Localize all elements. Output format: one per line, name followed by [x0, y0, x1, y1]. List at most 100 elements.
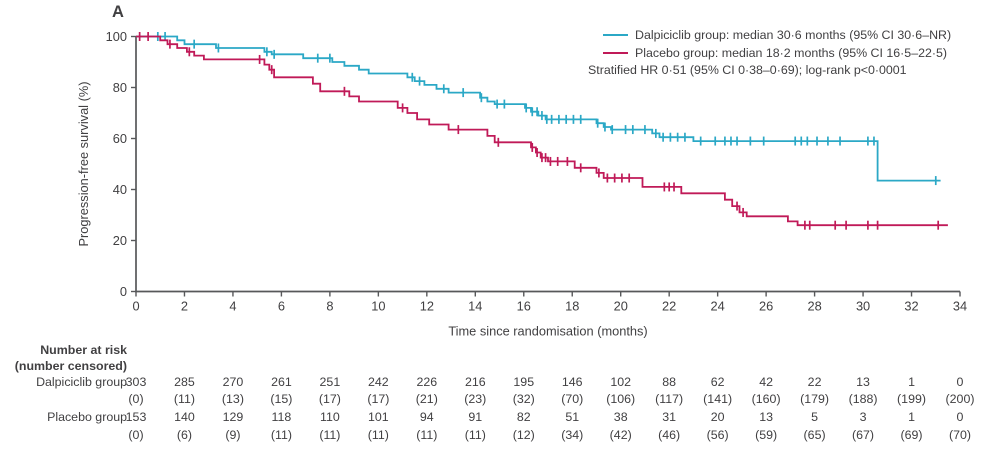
risk-censored-placebo-group: (11): [319, 428, 341, 442]
risk-count-dalpiciclib-group: 22: [807, 375, 822, 389]
legend-entry-placebo: Placebo group: median 18·2 months (95% C…: [603, 46, 947, 60]
km-plot: 0 2 4 6 8 10 12 14 16 18 20 22 24 26 28 30 32 34020406080…: [76, 29, 967, 339]
risk-count-placebo-group: 51: [565, 410, 580, 424]
risk-censored-placebo-group: (56): [706, 428, 729, 442]
risk-censored-placebo-group: (70): [948, 428, 972, 442]
risk-count-dalpiciclib-group: 216: [464, 375, 486, 389]
risk-censored-placebo-group: (12): [512, 428, 535, 442]
risk-censored-placebo-group: (65): [803, 428, 826, 442]
risk-count-placebo-group: 94: [419, 410, 434, 424]
risk-censored-dalpiciclib-group: (11): [173, 392, 196, 406]
risk-count-placebo-group: 110: [319, 410, 340, 424]
risk-count-dalpiciclib-group: 242: [368, 375, 389, 389]
risk-count-dalpiciclib-group: 88: [662, 375, 677, 389]
risk-censored-dalpiciclib-group: (17): [367, 392, 390, 406]
risk-count-dalpiciclib-group: 303: [125, 375, 147, 389]
risk-count-dalpiciclib-group: 270: [222, 375, 244, 389]
x-tick-label: 22: [662, 299, 676, 314]
risk-count-dalpiciclib-group: 13: [856, 375, 870, 389]
risk-censored-placebo-group: (11): [464, 428, 486, 442]
risk-censored-dalpiciclib-group: (200): [945, 392, 975, 406]
x-tick-label: 10: [371, 299, 385, 314]
x-tick-label: 12: [420, 299, 434, 314]
risk-count-dalpiciclib-group: 285: [174, 375, 195, 389]
y-tick-label: 80: [113, 80, 127, 95]
risk-censored-dalpiciclib-group: (70): [561, 392, 584, 406]
risk-count-dalpiciclib-group: 226: [416, 375, 438, 389]
risk-censored-placebo-group: (59): [755, 428, 778, 442]
risk-count-dalpiciclib-group: 62: [710, 375, 725, 389]
x-tick-label: 0: [132, 299, 139, 314]
risk-count-placebo-group: 129: [222, 410, 244, 424]
legend-entry-dalpiciclib: Dalpiciclib group: median 30·6 months (9…: [603, 28, 951, 42]
survival-curve-dalpiciclib-group: [136, 35, 941, 182]
x-tick-label: 4: [229, 299, 236, 314]
placebo-line-swatch-icon: [603, 51, 628, 54]
risk-count-placebo-group: 5: [811, 410, 819, 424]
x-tick-label: 24: [711, 299, 725, 314]
risk-count-placebo-group: 20: [710, 410, 725, 424]
risk-row-label-placebo: Placebo group: [47, 410, 127, 424]
risk-table-header-line1: Number at risk: [40, 343, 127, 357]
survival-curve-placebo-group: [136, 35, 948, 227]
risk-censored-dalpiciclib-group: (179): [800, 392, 830, 406]
risk-censored-dalpiciclib-group: (15): [270, 392, 293, 406]
risk-censored-dalpiciclib-group: (13): [221, 392, 244, 406]
y-tick-label: 0: [120, 284, 127, 299]
risk-count-placebo-group: 38: [613, 410, 628, 424]
x-tick-label: 30: [856, 299, 870, 314]
risk-count-placebo-group: 3: [859, 410, 867, 424]
x-tick-label: 20: [614, 299, 628, 314]
risk-censored-placebo-group: (46): [658, 428, 681, 442]
risk-censored-dalpiciclib-group: (106): [606, 392, 636, 406]
risk-censored-dalpiciclib-group: (32): [512, 392, 535, 406]
risk-count-placebo-group: 82: [516, 410, 531, 424]
risk-censored-placebo-group: (69): [900, 428, 923, 442]
x-tick-label: 6: [278, 299, 285, 314]
risk-censored-placebo-group: (42): [609, 428, 632, 442]
y-tick-label: 40: [113, 182, 127, 197]
risk-censored-dalpiciclib-group: (117): [655, 392, 684, 406]
risk-censored-placebo-group: (34): [561, 428, 584, 442]
y-tick-label: 100: [106, 29, 127, 44]
y-tick-label: 60: [113, 131, 127, 146]
risk-censored-dalpiciclib-group: (199): [897, 392, 926, 406]
risk-count-dalpiciclib-group: 146: [561, 375, 583, 389]
risk-censored-dalpiciclib-group: (141): [703, 392, 733, 406]
risk-censored-dalpiciclib-group: (23): [464, 392, 487, 406]
risk-censored-placebo-group: (67): [852, 428, 875, 442]
risk-count-dalpiciclib-group: 1: [908, 375, 915, 389]
legend-note: Stratified HR 0·51 (95% CI 0·38–0·69); l…: [588, 63, 907, 77]
risk-censored-placebo-group: (11): [270, 428, 292, 442]
panel-label: A: [112, 3, 124, 21]
risk-count-placebo-group: 140: [174, 410, 195, 424]
risk-censored-placebo-group: (11): [416, 428, 438, 442]
risk-count-placebo-group: 91: [468, 410, 483, 424]
risk-row-label-dalpiciclib: Dalpiciclib group: [36, 375, 127, 389]
risk-count-placebo-group: 101: [368, 410, 389, 424]
x-axis-title: Time since randomisation (months): [448, 324, 647, 339]
risk-count-placebo-group: 1: [908, 410, 915, 424]
x-tick-label: 2: [181, 299, 188, 314]
legend-entry-label: Placebo group: median 18·2 months (95% C…: [635, 45, 948, 60]
risk-censored-placebo-group: (6): [176, 428, 193, 442]
risk-count-placebo-group: 153: [125, 410, 147, 424]
risk-table-header-line2: (number censored): [14, 359, 127, 373]
hr-logrank-note: Stratified HR 0·51 (95% CI 0·38–0·69); l…: [588, 63, 907, 77]
risk-count-placebo-group: 13: [759, 410, 773, 424]
y-axis-title: Progression-free survival (%): [76, 82, 91, 247]
risk-censored-placebo-group: (0): [128, 428, 144, 442]
risk-censored-dalpiciclib-group: (188): [848, 392, 878, 406]
dalpiciclib-line-swatch-icon: [603, 34, 628, 36]
y-tick-label: 20: [113, 233, 127, 248]
risk-count-dalpiciclib-group: 251: [319, 375, 341, 389]
risk-count-placebo-group: 0: [956, 410, 964, 424]
risk-count-dalpiciclib-group: 261: [271, 375, 292, 389]
risk-censored-dalpiciclib-group: (17): [318, 392, 341, 406]
risk-count-placebo-group: 31: [662, 410, 677, 424]
x-tick-label: 28: [807, 299, 821, 314]
risk-censored-dalpiciclib-group: (0): [128, 392, 144, 406]
x-tick-label: 26: [759, 299, 773, 314]
x-tick-label: 8: [326, 299, 333, 314]
